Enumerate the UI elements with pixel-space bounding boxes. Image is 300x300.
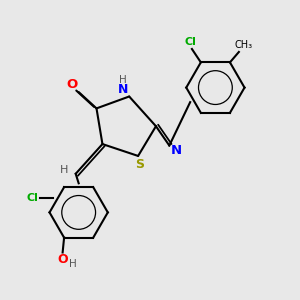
- Text: Cl: Cl: [26, 193, 38, 203]
- Text: O: O: [67, 77, 78, 91]
- Text: H: H: [119, 75, 127, 85]
- Text: S: S: [135, 158, 144, 171]
- Text: CH₃: CH₃: [234, 40, 252, 50]
- Text: N: N: [118, 83, 128, 97]
- Text: O: O: [57, 254, 68, 266]
- Text: H: H: [60, 165, 69, 175]
- Text: N: N: [170, 143, 182, 157]
- Text: Cl: Cl: [184, 37, 196, 47]
- Text: H: H: [69, 260, 77, 269]
